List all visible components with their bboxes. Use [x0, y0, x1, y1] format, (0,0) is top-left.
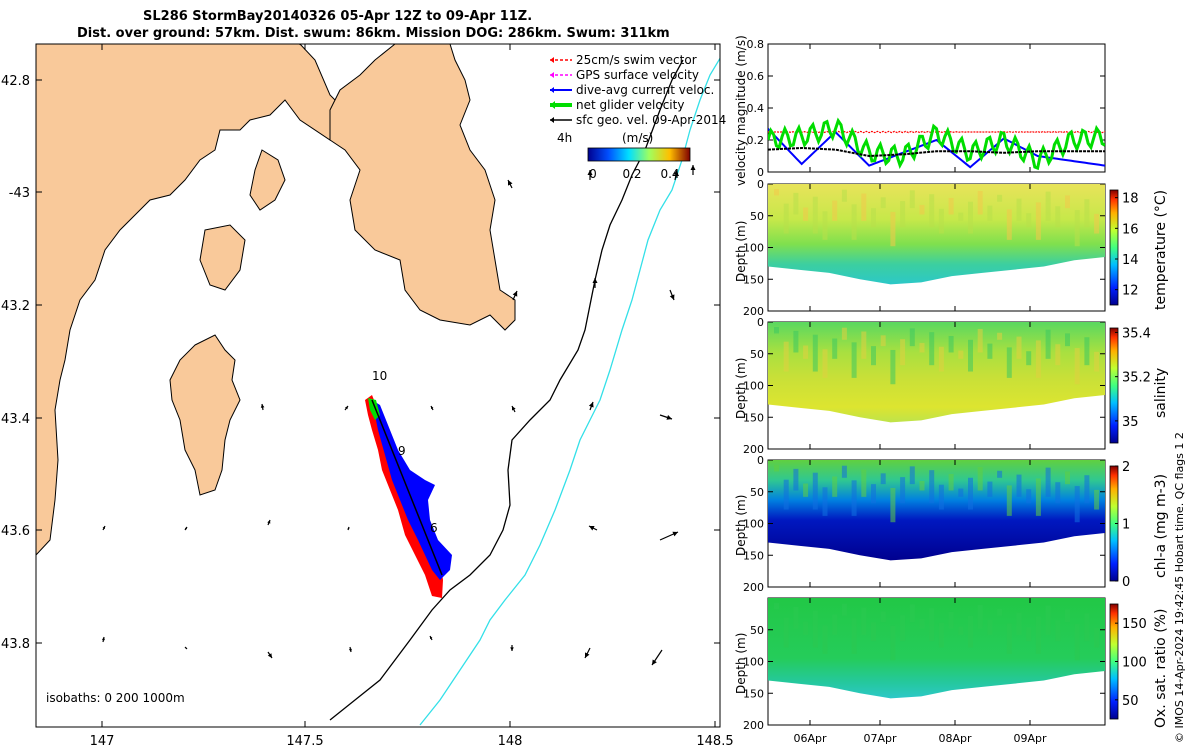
sfc-vector-arrow	[184, 527, 187, 530]
sfc-vector-arrow	[588, 402, 594, 408]
land-tasman-peninsula	[329, 44, 516, 331]
sfc-geo-vectors	[101, 35, 696, 666]
isobath-200m	[329, 59, 684, 721]
sfc-vector-arrow	[672, 531, 678, 537]
figure-title-line1: SL286 StormBay20140326 05-Apr 12Z to 09-…	[143, 9, 533, 24]
map-ytick-label: 43.2	[1, 299, 30, 314]
sfc-vector-arrow	[102, 526, 105, 529]
ox-ylabel: Depth (m)	[734, 632, 748, 694]
sfc-vector-arrow	[431, 406, 434, 409]
map-ytick-label: 43.6	[1, 524, 30, 539]
sfc-vector-arrow	[585, 652, 590, 658]
ox-clabel: Ox. sat. ratio (%)	[1153, 608, 1169, 728]
day-label-10: 10	[372, 369, 387, 383]
day-label-9: 9	[398, 444, 406, 458]
land-inlet-island	[249, 149, 286, 211]
imos-credit: © IMOS 14-Apr-2024 19:42:45 Hobart time.…	[1173, 432, 1186, 743]
legend-dive-label: dive-avg current veloc.	[576, 83, 715, 97]
sal-clabel: salinity	[1153, 367, 1169, 418]
legend-geo-label: sfc geo. vel. 09-Apr-2014	[576, 113, 727, 127]
sfc-vector-arrow	[510, 647, 514, 651]
map-xtick-label: 147.5	[286, 734, 323, 749]
sfc-vector-arrow	[267, 653, 272, 658]
velocity-ylabel: velocity magnitude (m/s)	[734, 35, 748, 186]
colorbar-tick-0: 0	[589, 167, 597, 181]
temp-clabel: temperature (°C)	[1153, 189, 1169, 310]
legend-gps-label: GPS surface velocity	[576, 68, 700, 82]
colorbar-tick-2: 0.4	[660, 167, 679, 181]
sfc-vector-arrow	[101, 637, 105, 641]
sfc-vector-arrow	[185, 647, 187, 649]
colorbar-title: (m/s)	[622, 131, 653, 145]
legend-net-label: net glider velocity	[576, 98, 685, 112]
sfc-vector-arrow	[589, 526, 595, 531]
map-xtick-label: 147	[90, 734, 115, 749]
chl-clabel: chl-a (mg m-3)	[1153, 473, 1169, 578]
sfc-vector-arrow	[508, 180, 513, 186]
map-ticks: 147 147.5 148 148.5 42.8 -43 43.2 43.4 43.6 43.8	[1, 44, 734, 749]
sfc-vector-arrow	[673, 170, 679, 176]
sfc-vector-arrow	[669, 294, 675, 300]
map-frame	[35, 43, 721, 728]
sfc-vector-arrow	[299, 35, 304, 41]
sfc-vector-arrow	[260, 404, 265, 408]
sfc-vector-arrow	[347, 527, 350, 530]
sal-ylabel: Depth (m)	[734, 357, 748, 419]
sfc-vector-arrow	[512, 406, 516, 411]
map-colorbar	[587, 147, 691, 162]
map-ytick-label: 43.8	[1, 637, 30, 652]
land-south-peninsula	[169, 334, 241, 496]
sfc-vector-arrow	[267, 520, 271, 524]
figure-title-line2: Dist. over ground: 57km. Dist. swum: 86k…	[77, 26, 670, 41]
sfc-vector-arrow	[592, 278, 598, 283]
track-centerline	[371, 399, 443, 576]
land-bay-island	[199, 224, 246, 291]
day-label-6: 6	[430, 521, 438, 535]
sfc-vector-arrow	[348, 648, 352, 652]
isobaths-label: isobaths: 0 200 1000m	[46, 691, 185, 705]
sfc-vector-arrow	[512, 291, 518, 297]
colorbar-tick-1: 0.2	[622, 167, 641, 181]
track-blue-swath	[372, 400, 452, 580]
sfc-vector-arrow	[587, 170, 593, 175]
sfc-vector-arrow	[690, 165, 696, 170]
sfc-vector-arrow	[345, 406, 348, 410]
sfc-vector-arrow	[652, 659, 657, 665]
map-xtick-label: 148.5	[696, 734, 733, 749]
map-ytick-label: 42.8	[1, 74, 30, 89]
vector-scale-label: 4h	[557, 131, 572, 145]
sfc-vector-arrow	[666, 415, 672, 420]
sfc-vector-arrow	[430, 636, 433, 639]
map-ytick-label: -43	[9, 186, 30, 201]
legend-swim-label: 25cm/s swim vector	[576, 53, 697, 67]
map-xtick-label: 148	[498, 734, 523, 749]
map-ytick-label: 43.4	[1, 412, 30, 427]
chl-ylabel: Depth (m)	[734, 494, 748, 556]
temp-ylabel: Depth (m)	[734, 220, 748, 282]
